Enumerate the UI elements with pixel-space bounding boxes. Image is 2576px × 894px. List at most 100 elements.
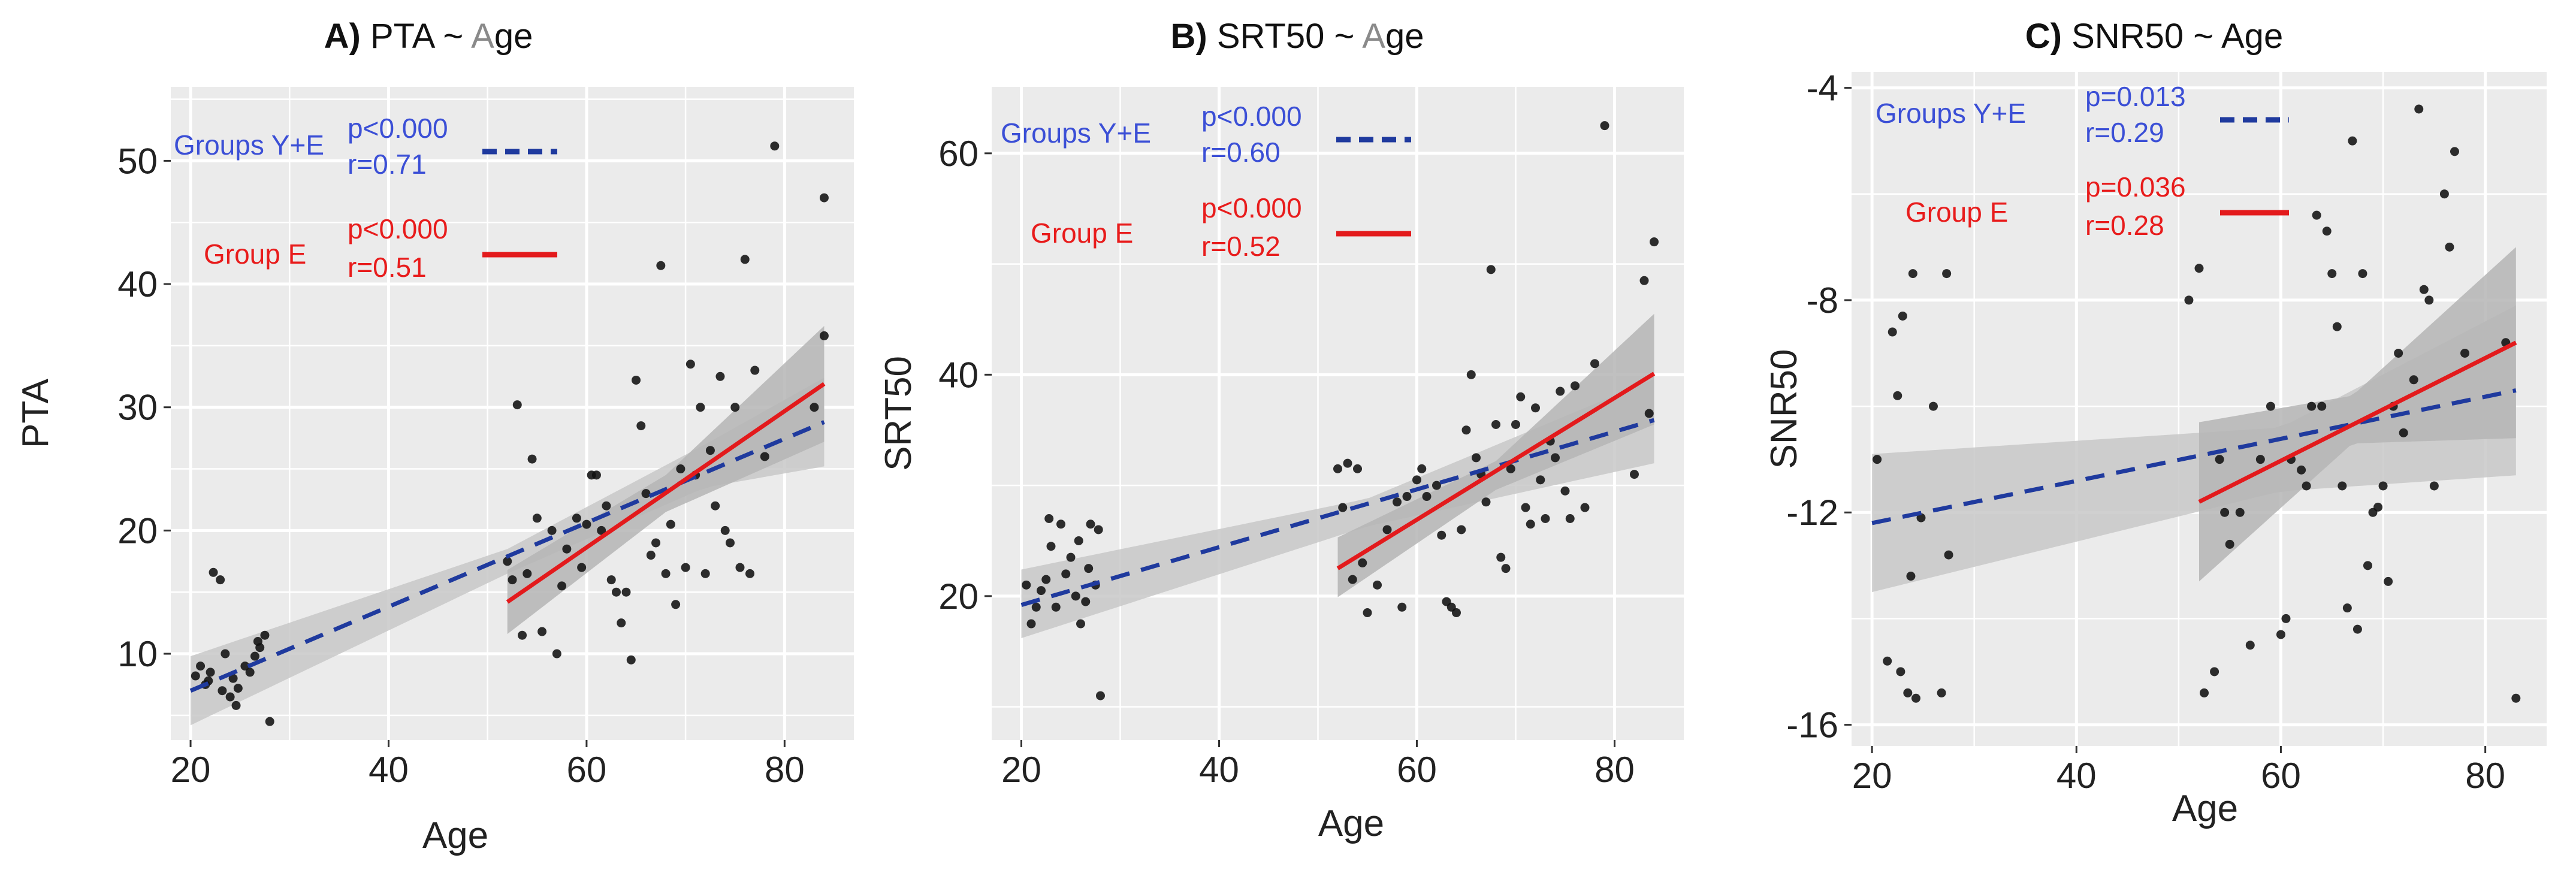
data-point — [2445, 242, 2454, 252]
data-point — [2225, 539, 2234, 549]
data-point — [2419, 285, 2429, 294]
data-point — [2235, 508, 2245, 517]
data-point — [641, 489, 651, 499]
data-point — [1363, 608, 1372, 618]
data-point — [209, 567, 218, 577]
data-point — [1457, 525, 1466, 534]
data-point — [2194, 264, 2204, 273]
data-point — [1560, 486, 1570, 496]
data-point — [231, 700, 241, 710]
data-point — [745, 569, 755, 578]
data-point — [260, 630, 270, 640]
ci-band-group-e — [2199, 247, 2516, 582]
data-point — [685, 360, 695, 369]
data-point — [2358, 269, 2367, 279]
title-end: ge — [1385, 17, 1424, 56]
data-point — [2220, 508, 2230, 517]
x-tick-label: 80 — [765, 750, 805, 790]
x-axis-label: Age — [2172, 788, 2238, 829]
data-point — [636, 421, 646, 431]
x-tick-label: 40 — [369, 750, 409, 790]
data-point — [661, 569, 671, 578]
data-point — [552, 649, 561, 659]
data-point — [1084, 564, 1094, 573]
data-point — [2342, 603, 2352, 613]
y-axis-label: SNR50 — [1763, 349, 1805, 469]
data-point — [2184, 295, 2194, 305]
data-point — [2266, 401, 2275, 411]
data-point — [676, 464, 685, 474]
data-point — [602, 501, 611, 511]
data-point — [1565, 514, 1575, 524]
y-tick-label: 20 — [938, 576, 979, 617]
data-point — [537, 627, 547, 636]
data-point — [1903, 688, 1913, 697]
title-main: SNR50 ~ Age — [2071, 17, 2283, 56]
y-tick-label: 10 — [117, 634, 158, 674]
chart-panel-2: Groups Y+E p=0.013 r=0.29 Group E p=0.036 r=0… — [1763, 17, 2547, 829]
data-point — [819, 331, 829, 340]
data-point — [1937, 688, 1946, 697]
y-tick-label: -4 — [1807, 68, 1838, 108]
data-point — [1358, 558, 1367, 567]
data-point — [1031, 602, 1041, 612]
fit-line-groups-ye — [1020, 418, 1655, 607]
legend-label-group-e: Group E — [1031, 218, 1133, 249]
data-point — [1481, 497, 1491, 507]
x-tick-label: 60 — [567, 750, 607, 790]
fit-line-group-e — [1336, 372, 1656, 570]
data-point — [1096, 691, 1105, 700]
legend-p-groups-ye: p<0.000 — [348, 113, 448, 144]
data-point — [696, 403, 705, 412]
data-point — [1526, 520, 1535, 529]
data-point — [2317, 401, 2327, 411]
data-point — [245, 668, 255, 677]
data-point — [1041, 575, 1051, 584]
ci-band-groups-ye — [1021, 379, 1654, 639]
data-point — [626, 655, 636, 665]
data-point — [1382, 525, 1392, 534]
data-point — [2200, 688, 2209, 697]
data-point — [2409, 375, 2418, 385]
data-point — [1898, 311, 1907, 321]
title-accent: A — [471, 17, 494, 56]
y-tick-label: -12 — [1786, 493, 1838, 533]
data-point — [1081, 597, 1091, 606]
title-end: ge — [494, 17, 533, 56]
data-point — [770, 141, 780, 151]
data-point — [591, 470, 601, 480]
data-point — [1501, 564, 1511, 573]
data-point — [656, 261, 666, 270]
data-point — [1944, 550, 1953, 560]
title-prefix: A) — [324, 17, 370, 56]
data-point — [725, 538, 735, 548]
data-point — [216, 575, 225, 585]
data-point — [1906, 572, 1916, 581]
data-point — [1022, 580, 1031, 590]
data-point — [1536, 475, 1545, 485]
data-point — [1521, 503, 1530, 512]
data-point — [2363, 561, 2372, 570]
data-point — [547, 525, 557, 535]
data-point — [1491, 419, 1500, 429]
data-point — [532, 514, 542, 523]
data-point — [1046, 542, 1056, 551]
data-point — [1942, 269, 1952, 279]
y-axis-label: SRT50 — [878, 356, 919, 471]
y-tick-label: -16 — [1786, 705, 1838, 745]
data-point — [1644, 409, 1654, 418]
data-point — [1397, 602, 1407, 612]
title-prefix: B) — [1171, 17, 1217, 56]
data-point — [681, 563, 690, 572]
legend-r-group-e: r=0.28 — [2085, 210, 2164, 241]
legend-label-groups-ye: Groups Y+E — [1876, 98, 2026, 129]
data-point — [1893, 391, 1902, 400]
data-point — [1650, 237, 1659, 247]
data-point — [1466, 370, 1476, 379]
data-point — [557, 581, 567, 591]
fit-line-group-e — [2198, 340, 2517, 504]
data-point — [1094, 525, 1103, 534]
data-point — [2255, 455, 2265, 464]
fit-line-groups-ye — [189, 420, 825, 693]
